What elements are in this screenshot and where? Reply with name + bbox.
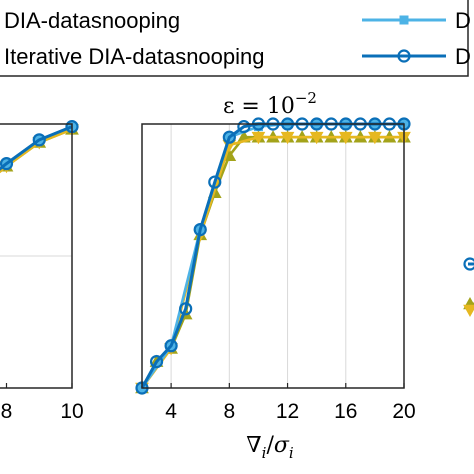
- data-point-dark_blue: [0, 157, 14, 171]
- xlabel-sigma: σ: [274, 433, 290, 458]
- axes-box: [141, 123, 405, 389]
- right-panel-title: ε = 10−2: [223, 89, 317, 119]
- plot-area: [142, 124, 404, 388]
- xlabel-nabla-sub: i: [262, 444, 267, 462]
- legend-label-1: DIA-datasnooping: [4, 8, 180, 33]
- legend-label-right-1: D: [455, 8, 471, 33]
- edge-legend-marker-gold: [463, 304, 474, 318]
- title-exponent: −2: [295, 89, 317, 107]
- legend-box: [0, 0, 469, 77]
- right-panel-xlabel: ∇i/σi: [246, 433, 294, 462]
- x-tick-label: 8: [223, 400, 235, 423]
- x-tick-label: 12: [276, 400, 299, 423]
- data-point-dark_blue: [208, 175, 222, 189]
- data-point-dark_blue: [222, 130, 236, 144]
- legend-marker-2: [397, 49, 411, 63]
- data-point-gold: [309, 131, 324, 145]
- data-point-dark_blue: [149, 355, 164, 369]
- data-point-dark_blue: [193, 223, 207, 237]
- x-tick-label: 20: [392, 400, 415, 423]
- data-point-dark_blue: [32, 133, 46, 147]
- xlabel-slash: /: [266, 433, 274, 458]
- data-point-gold: [368, 131, 382, 145]
- right-panel: ε = 10−2 ∇i/σi 4 8 12 16 20: [135, 89, 416, 462]
- data-point-dark_blue: [237, 120, 251, 134]
- xlabel-nabla: ∇: [246, 433, 261, 458]
- series-line-dark_blue: [0, 125, 73, 171]
- data-point-gold: [251, 131, 266, 145]
- edge-legend: [463, 257, 474, 318]
- legend-entries: DIA-datasnooping D Iterative DIA-datasnoop…: [4, 8, 471, 69]
- x-tick-label: 4: [165, 400, 177, 423]
- legend-label-right-2: D: [455, 44, 471, 69]
- title-lhs: ε = 10: [223, 94, 295, 119]
- x-tick-label: 16: [334, 400, 357, 423]
- data-point-gold: [338, 131, 353, 145]
- xlabel-sigma-sub: i: [289, 444, 294, 462]
- data-point-dark_blue: [164, 339, 178, 353]
- legend-label-2: Iterative DIA-datasnooping: [4, 44, 265, 69]
- edge-legend-marker-dark_blue: [463, 257, 474, 271]
- x-tick-label: 10: [60, 400, 83, 423]
- x-tick-label: 8: [1, 400, 13, 423]
- legend: DIA-datasnooping D Iterative DIA-datasnoop…: [0, 0, 471, 77]
- legend-marker-1: [399, 15, 409, 25]
- left-panel: 8 10: [0, 120, 84, 423]
- axes-box: [0, 123, 73, 389]
- data-point-gold: [280, 131, 295, 145]
- data-point-dark_blue: [179, 302, 193, 316]
